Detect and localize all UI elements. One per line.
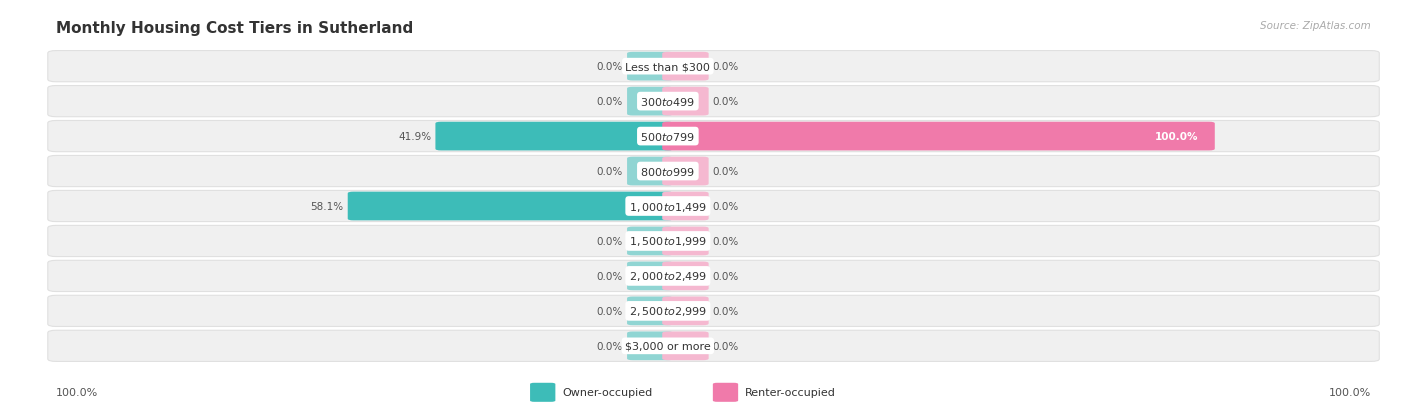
FancyBboxPatch shape — [627, 157, 673, 186]
FancyBboxPatch shape — [436, 122, 673, 151]
Text: 100.0%: 100.0% — [1154, 132, 1198, 142]
FancyBboxPatch shape — [627, 227, 673, 256]
Text: Owner-occupied: Owner-occupied — [562, 387, 652, 397]
FancyBboxPatch shape — [662, 297, 709, 325]
FancyBboxPatch shape — [627, 332, 673, 360]
Text: 100.0%: 100.0% — [1329, 387, 1371, 397]
Text: 41.9%: 41.9% — [398, 132, 432, 142]
Text: $500 to $799: $500 to $799 — [640, 131, 696, 143]
Text: 58.1%: 58.1% — [311, 202, 343, 211]
Text: $3,000 or more: $3,000 or more — [626, 341, 710, 351]
Text: 0.0%: 0.0% — [713, 341, 740, 351]
Text: $2,000 to $2,499: $2,000 to $2,499 — [628, 270, 707, 283]
Text: Less than $300: Less than $300 — [626, 62, 710, 72]
FancyBboxPatch shape — [48, 226, 1379, 257]
Text: 0.0%: 0.0% — [596, 306, 623, 316]
Text: 0.0%: 0.0% — [713, 202, 740, 211]
Text: 100.0%: 100.0% — [56, 387, 98, 397]
Text: $300 to $499: $300 to $499 — [640, 96, 696, 108]
FancyBboxPatch shape — [627, 88, 673, 116]
Text: $1,000 to $1,499: $1,000 to $1,499 — [628, 200, 707, 213]
Text: 0.0%: 0.0% — [596, 271, 623, 281]
Text: Source: ZipAtlas.com: Source: ZipAtlas.com — [1260, 21, 1371, 31]
FancyBboxPatch shape — [662, 332, 709, 360]
Text: 0.0%: 0.0% — [713, 271, 740, 281]
FancyBboxPatch shape — [627, 297, 673, 325]
Text: 0.0%: 0.0% — [713, 97, 740, 107]
Text: 0.0%: 0.0% — [713, 166, 740, 177]
Text: 0.0%: 0.0% — [713, 236, 740, 247]
FancyBboxPatch shape — [662, 122, 1215, 151]
FancyBboxPatch shape — [662, 88, 709, 116]
FancyBboxPatch shape — [662, 262, 709, 291]
FancyBboxPatch shape — [662, 157, 709, 186]
Text: 0.0%: 0.0% — [596, 97, 623, 107]
FancyBboxPatch shape — [48, 330, 1379, 361]
Text: Renter-occupied: Renter-occupied — [745, 387, 837, 397]
FancyBboxPatch shape — [662, 192, 709, 221]
FancyBboxPatch shape — [662, 53, 709, 81]
FancyBboxPatch shape — [48, 296, 1379, 327]
FancyBboxPatch shape — [48, 86, 1379, 117]
FancyBboxPatch shape — [713, 383, 738, 402]
FancyBboxPatch shape — [347, 192, 673, 221]
FancyBboxPatch shape — [530, 383, 555, 402]
FancyBboxPatch shape — [48, 156, 1379, 187]
Text: 0.0%: 0.0% — [596, 341, 623, 351]
FancyBboxPatch shape — [48, 121, 1379, 152]
Text: 0.0%: 0.0% — [596, 62, 623, 72]
FancyBboxPatch shape — [627, 53, 673, 81]
FancyBboxPatch shape — [48, 52, 1379, 83]
Text: 0.0%: 0.0% — [596, 166, 623, 177]
FancyBboxPatch shape — [48, 261, 1379, 292]
Text: 0.0%: 0.0% — [596, 236, 623, 247]
FancyBboxPatch shape — [48, 191, 1379, 222]
Text: 0.0%: 0.0% — [713, 62, 740, 72]
Text: 0.0%: 0.0% — [713, 306, 740, 316]
Text: $2,500 to $2,999: $2,500 to $2,999 — [628, 305, 707, 318]
Text: $1,500 to $1,999: $1,500 to $1,999 — [628, 235, 707, 248]
Text: $800 to $999: $800 to $999 — [640, 166, 696, 178]
FancyBboxPatch shape — [662, 227, 709, 256]
FancyBboxPatch shape — [627, 262, 673, 291]
Text: Monthly Housing Cost Tiers in Sutherland: Monthly Housing Cost Tiers in Sutherland — [56, 21, 413, 36]
